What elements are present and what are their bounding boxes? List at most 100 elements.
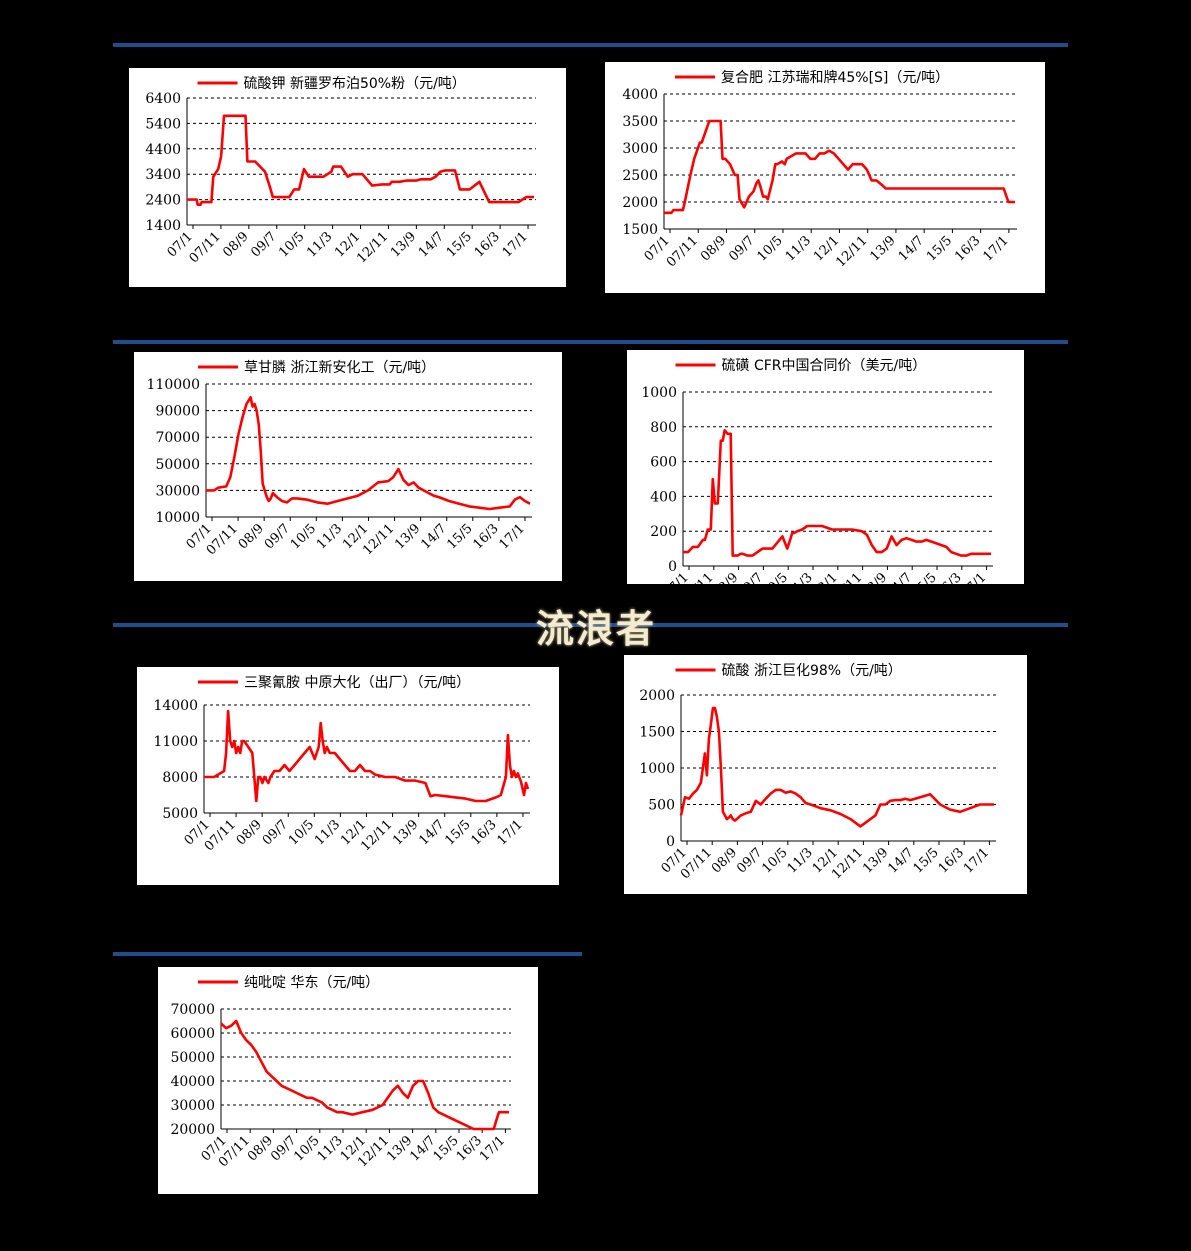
y-tick-label: 200 <box>650 524 677 540</box>
y-tick-label: 600 <box>650 455 677 471</box>
x-tick-label: 17/1 <box>495 817 526 848</box>
x-tick-label: 10/5 <box>291 1133 322 1164</box>
x-tick-label: 15/5 <box>442 817 473 848</box>
y-tick-label: 11000 <box>153 734 198 750</box>
y-tick-label: 0 <box>668 559 677 575</box>
chart-svg: 0200400600800100007/107/1108/909/710/511… <box>641 358 993 584</box>
x-tick-label: 09/7 <box>734 845 765 876</box>
y-tick-label: 4400 <box>145 142 181 158</box>
series-line <box>204 709 530 803</box>
chart-sulfuric-acid: 0 500 1000 1500 2000 07/1 07/11 08/9 09/7 10/5 11/… <box>624 655 1027 894</box>
chart-svg: 50008000110001400007/107/1108/909/710/51… <box>153 675 530 854</box>
x-tick-label: 15/5 <box>911 845 942 876</box>
legend-label: 复合肥 江苏瑞和牌45%[S]（元/吨） <box>721 69 949 86</box>
legend-label: 硫酸 浙江巨化98%（元/吨） <box>722 663 902 679</box>
x-tick-label: 11/3 <box>783 233 814 264</box>
x-tick-label: 16/3 <box>472 229 503 260</box>
y-tick-label: 0 <box>666 834 675 850</box>
section-rule-3 <box>113 623 1068 627</box>
section-rule-2 <box>113 340 1068 344</box>
chart-potassium-sulfate: 1400 2400 3400 4400 5400 6400 07/1 07/11 08/9 09/… <box>129 68 566 287</box>
x-tick-label: 14/7 <box>896 233 927 264</box>
y-tick-label: 30000 <box>170 1098 215 1114</box>
y-tick-label: 800 <box>650 420 677 436</box>
x-tick-label: 08/9 <box>698 233 729 264</box>
x-tick-label: 11/3 <box>785 845 816 876</box>
chart-compound-fertilizer: 1500 2000 2500 3000 3500 4000 07/1 07/11 08/9 09/… <box>605 62 1045 293</box>
y-tick-label: 3000 <box>622 141 658 157</box>
y-tick-label: 3500 <box>622 114 658 130</box>
chart-pyridine: 20000 30000 40000 50000 60000 70000 07/1 07/11 0… <box>158 967 538 1194</box>
series-line <box>187 114 534 206</box>
x-tick-label: 08/9 <box>709 845 740 876</box>
x-tick-label: 15/5 <box>444 521 475 552</box>
x-tick-label: 08/9 <box>245 1133 276 1164</box>
y-tick-label: 30000 <box>155 483 200 499</box>
y-tick-label: 5000 <box>162 806 198 822</box>
chart-svg: 20000300004000050000600007000007/107/110… <box>170 975 511 1170</box>
series-line <box>679 706 994 828</box>
chart-svg: 050010001500200007/107/1108/909/710/511/… <box>639 663 996 882</box>
x-tick-label: 13/9 <box>384 1133 415 1164</box>
x-tick-label: 09/7 <box>262 521 293 552</box>
y-tick-label: 40000 <box>170 1074 215 1090</box>
x-tick-label: 13/9 <box>390 817 421 848</box>
x-tick-label: 17/1 <box>980 233 1011 264</box>
y-tick-label: 110000 <box>147 377 200 393</box>
series-line <box>683 429 991 557</box>
y-tick-label: 1500 <box>622 222 658 238</box>
chart-melamine: 5000 8000 11000 14000 07/1 07/11 08/9 09/7 10/5 1… <box>137 667 559 885</box>
x-tick-label: 17/1 <box>961 845 992 876</box>
x-tick-label: 17/1 <box>497 521 528 552</box>
y-tick-label: 1000 <box>641 385 677 401</box>
chart-sulfur: 0200400600800100007/107/1108/909/710/511… <box>627 350 1024 584</box>
y-tick-label: 50000 <box>155 457 200 473</box>
section-rule-4 <box>113 952 582 956</box>
x-tick-label: 10/5 <box>288 521 319 552</box>
x-tick-label: 14/7 <box>407 1133 438 1164</box>
chart-svg: 15002000250030003500400007/107/1108/909/… <box>622 69 1017 270</box>
legend-label: 纯吡啶 华东（元/吨） <box>244 975 379 991</box>
x-tick-label: 13/9 <box>860 845 891 876</box>
watermark-text: 流浪者 <box>536 607 657 651</box>
y-tick-label: 2000 <box>639 688 675 704</box>
y-tick-label: 14000 <box>153 698 198 714</box>
y-tick-label: 1500 <box>639 725 675 741</box>
x-tick-label: 09/7 <box>248 229 279 260</box>
x-tick-label: 13/9 <box>867 233 898 264</box>
legend-label: 三聚氰胺 中原大化（出厂）（元/吨） <box>244 675 470 691</box>
x-tick-label: 15/5 <box>431 1133 462 1164</box>
y-tick-label: 400 <box>650 489 677 505</box>
x-tick-label: 13/9 <box>392 521 423 552</box>
x-tick-label: 10/5 <box>276 229 307 260</box>
x-tick-label: 12/11 <box>833 233 870 270</box>
x-tick-label: 16/3 <box>468 817 499 848</box>
y-tick-label: 2400 <box>145 193 181 209</box>
x-tick-label: 15/5 <box>924 233 955 264</box>
x-tick-label: 17/1 <box>500 229 531 260</box>
x-tick-label: 14/7 <box>885 845 916 876</box>
y-tick-label: 70000 <box>155 430 200 446</box>
x-tick-label: 15/5 <box>444 229 475 260</box>
x-tick-label: 10/5 <box>759 845 790 876</box>
x-tick-label: 11/3 <box>314 521 345 552</box>
x-tick-label: 07/11 <box>187 229 224 266</box>
legend-label: 草甘膦 浙江新安化工（元/吨） <box>244 360 435 376</box>
x-tick-label: 16/3 <box>952 233 983 264</box>
x-tick-label: 17/1 <box>477 1133 508 1164</box>
x-tick-label: 11/3 <box>315 1133 346 1164</box>
x-tick-label: 08/9 <box>236 521 267 552</box>
y-tick-label: 20000 <box>170 1122 215 1138</box>
y-tick-label: 1000 <box>639 761 675 777</box>
legend-label: 硫磺 CFR中国合同价（美元/吨） <box>722 358 927 374</box>
y-tick-label: 6400 <box>145 91 181 107</box>
y-tick-label: 3400 <box>145 167 181 183</box>
y-tick-label: 50000 <box>170 1050 215 1066</box>
x-tick-label: 14/7 <box>416 229 447 260</box>
x-tick-label: 10/5 <box>286 817 317 848</box>
series-line <box>206 395 531 511</box>
series-line <box>220 1019 509 1131</box>
chart-svg: 100003000050000700009000011000007/107/11… <box>147 360 532 558</box>
y-tick-label: 70000 <box>170 1002 215 1018</box>
x-tick-label: 11/3 <box>304 229 335 260</box>
